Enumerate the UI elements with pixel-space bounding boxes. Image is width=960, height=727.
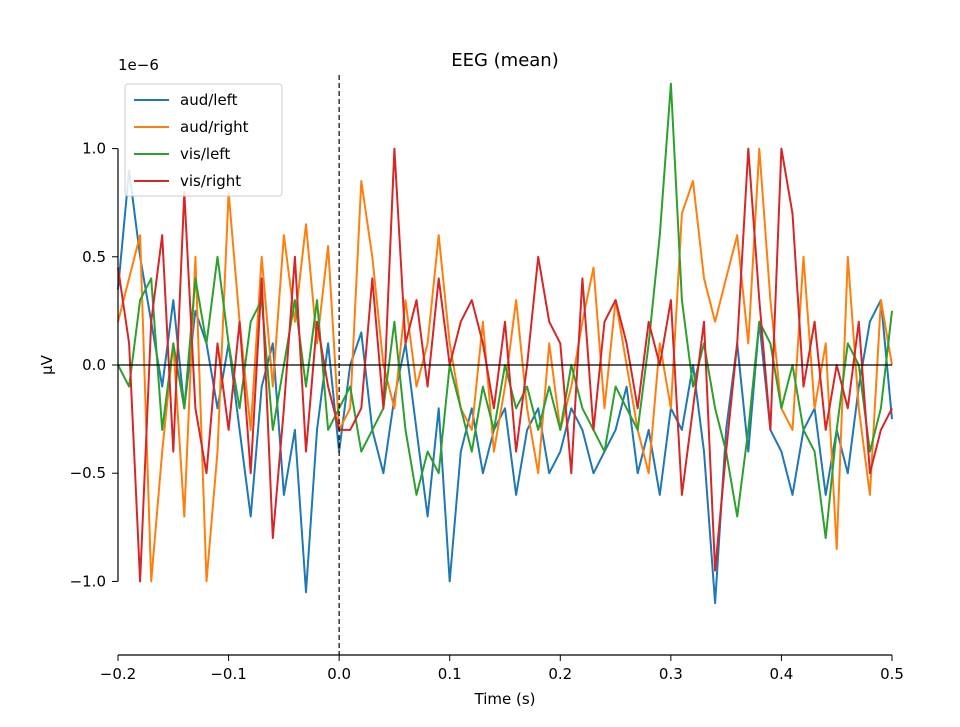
legend-label-vis-left: vis/left — [180, 145, 230, 163]
legend-frame — [124, 83, 283, 197]
x-tick-label: 0.4 — [769, 665, 793, 683]
series-line-vis-right — [117, 147, 893, 583]
x-tick-label: 0.2 — [548, 665, 572, 683]
series-line-aud-right — [117, 147, 893, 583]
x-tick-label: 0.1 — [438, 665, 462, 683]
y-offset-label: 1e−6 — [118, 56, 159, 74]
y-tick-label: 0.5 — [82, 248, 106, 266]
series-line-aud-left — [117, 169, 893, 605]
y-tick-label: 1.0 — [82, 140, 106, 158]
y-tick-label: 0.0 — [82, 356, 106, 374]
legend-label-aud-right: aud/right — [180, 118, 249, 136]
y-tick-label: −1.0 — [70, 572, 106, 590]
x-tick-label: −0.2 — [100, 665, 136, 683]
y-axis-label: µV — [38, 354, 56, 375]
axes-layer: −0.2 −0.1 0.0 0.1 0.2 0.3 0.4 0.5 −1.0 −0.5 0.0 0.5… — [70, 75, 904, 683]
chart-title: EEG (mean) — [451, 50, 559, 71]
legend: aud/left aud/right vis/left vis/right — [124, 83, 283, 197]
x-axis-label: Time (s) — [474, 690, 536, 708]
x-tick-label: 0.5 — [880, 665, 904, 683]
legend-label-vis-right: vis/right — [180, 172, 241, 190]
x-tick-label: −0.1 — [210, 665, 246, 683]
x-tick-label: 0.3 — [659, 665, 683, 683]
y-tick-label: −0.5 — [70, 464, 106, 482]
legend-label-aud-left: aud/left — [180, 91, 238, 109]
x-tick-label: 0.0 — [327, 665, 351, 683]
